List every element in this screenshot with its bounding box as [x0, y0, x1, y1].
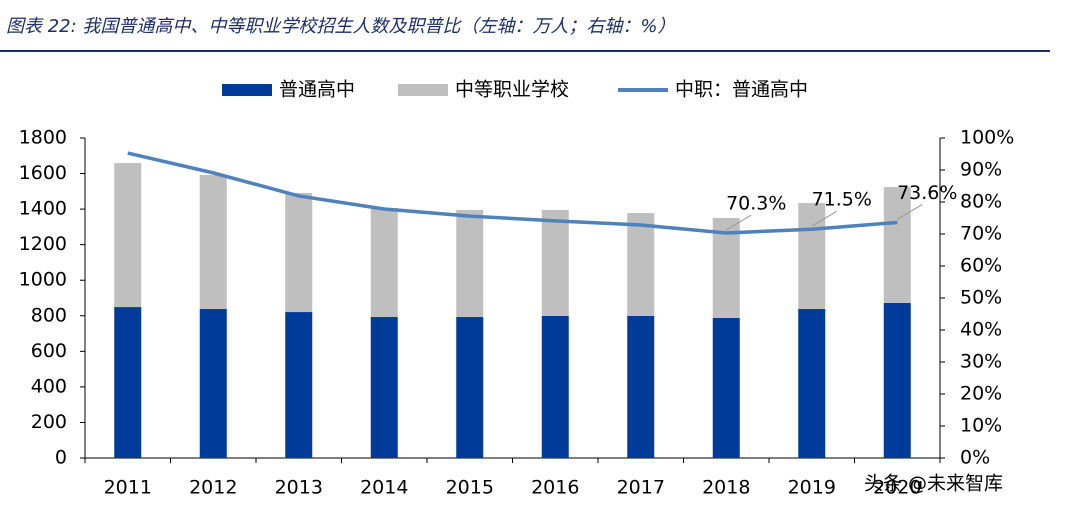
- x-tick-label: 2014: [360, 477, 408, 499]
- y2-tick-label: 80%: [960, 191, 1002, 213]
- value-label: 73.6%: [897, 182, 957, 204]
- y-tick-label: 0: [55, 447, 67, 469]
- label-leader: [896, 204, 923, 220]
- bar: [199, 174, 227, 310]
- y2-tick-label: 50%: [960, 287, 1002, 309]
- y2-tick-label: 30%: [960, 351, 1002, 373]
- x-tick-label: 2019: [788, 477, 836, 499]
- chart-title: 图表 22: 我国普通高中、中等职业学校招生人数及职普比（左轴：万人；右轴：%）: [6, 16, 676, 37]
- bar: [883, 187, 911, 303]
- ratio-line: [127, 151, 898, 235]
- x-tick-label: 2011: [104, 477, 152, 499]
- bar: [541, 210, 569, 316]
- legend-swatch: [398, 84, 448, 96]
- x-tick-label: 2012: [189, 477, 237, 499]
- bar: [285, 312, 313, 458]
- y2-tick-label: 0%: [960, 447, 990, 469]
- bar: [627, 315, 655, 458]
- bar: [114, 163, 142, 308]
- y2-tick-label: 20%: [960, 383, 1002, 405]
- y-tick-label: 800: [31, 304, 67, 326]
- watermark: 头条 @未来智库: [864, 473, 1003, 495]
- y-tick-label: 1400: [19, 198, 67, 220]
- y-tick-label: 400: [31, 375, 67, 397]
- value-label: 70.3%: [726, 193, 786, 215]
- label-leader: [811, 210, 838, 227]
- x-tick-label: 2020: [873, 477, 921, 499]
- y-tick-label: 1000: [19, 269, 67, 291]
- y2-tick-label: 70%: [960, 223, 1002, 245]
- bar: [456, 210, 484, 318]
- bar: [712, 317, 740, 458]
- y-tick-label: 600: [31, 340, 67, 362]
- legend-swatch: [222, 84, 272, 96]
- y2-tick-label: 100%: [960, 127, 1014, 149]
- x-tick-label: 2013: [275, 477, 323, 499]
- y-tick-label: 1600: [19, 162, 67, 184]
- y2-tick-label: 90%: [960, 159, 1002, 181]
- bar: [285, 192, 313, 313]
- x-tick-label: 2017: [617, 477, 665, 499]
- y-tick-label: 200: [31, 411, 67, 433]
- bar: [370, 208, 398, 318]
- y-tick-label: 1200: [19, 233, 67, 255]
- x-tick-label: 2016: [531, 477, 579, 499]
- x-tick-label: 2018: [702, 477, 750, 499]
- y2-tick-label: 60%: [960, 255, 1002, 277]
- bar: [541, 315, 569, 458]
- bar: [883, 302, 911, 458]
- bar: [370, 317, 398, 458]
- bar: [456, 317, 484, 458]
- value-label: 71.5%: [812, 189, 872, 211]
- bar: [798, 309, 826, 458]
- bar: [798, 203, 826, 310]
- bar: [199, 309, 227, 458]
- legend-label: 普通高中: [279, 79, 355, 101]
- y2-tick-label: 10%: [960, 415, 1002, 437]
- legend-label: 中职：普通高中: [675, 79, 808, 101]
- y2-tick-label: 40%: [960, 319, 1002, 341]
- label-leader: [725, 214, 752, 231]
- bar: [627, 213, 655, 316]
- y-tick-label: 1800: [19, 127, 67, 149]
- x-tick-label: 2015: [446, 477, 494, 499]
- bar: [114, 307, 142, 458]
- legend-label: 中等职业学校: [455, 79, 569, 101]
